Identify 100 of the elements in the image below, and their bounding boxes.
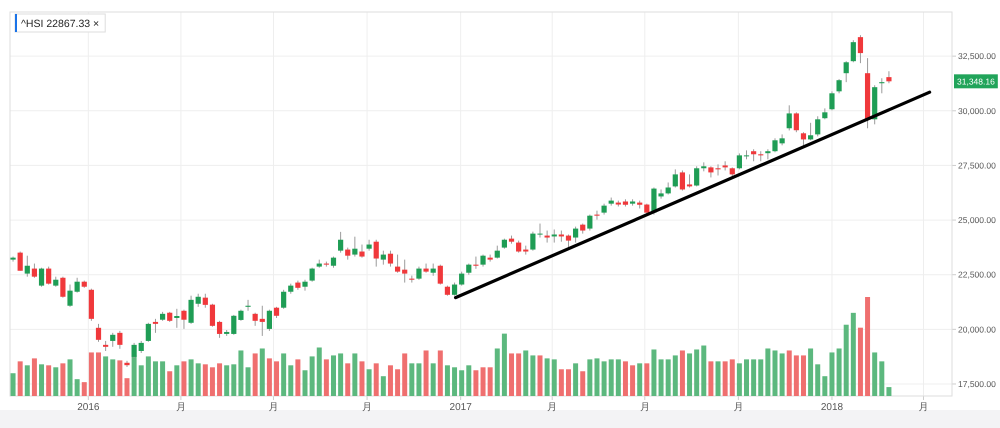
x-tick-label: 2016	[77, 402, 100, 413]
candlestick	[566, 234, 572, 248]
candlestick	[736, 152, 742, 170]
candlestick	[281, 289, 286, 310]
candlestick	[808, 122, 814, 141]
x-tick-label: 月	[268, 402, 278, 413]
candlestick	[822, 108, 828, 120]
bar	[608, 359, 614, 396]
candlestick	[452, 282, 458, 296]
candlestick	[394, 254, 400, 274]
candlestick	[266, 309, 272, 332]
bar	[430, 363, 436, 396]
bar	[630, 365, 636, 396]
candlestick	[288, 283, 294, 294]
bar	[722, 361, 728, 396]
candlestick	[53, 276, 58, 288]
x-tick-label: 月	[733, 402, 744, 413]
candlestick	[32, 263, 38, 278]
candlestick	[46, 266, 52, 286]
candlestick	[530, 231, 536, 252]
bar	[844, 324, 849, 396]
bar	[466, 365, 472, 396]
bar	[886, 387, 892, 396]
candlestick	[196, 293, 201, 308]
candlestick	[388, 250, 394, 268]
bar	[794, 355, 799, 396]
bar	[523, 350, 528, 396]
candlestick	[103, 340, 108, 352]
bar	[224, 365, 230, 396]
bar	[338, 353, 344, 396]
bar	[231, 364, 236, 396]
bar	[573, 363, 578, 396]
bar	[566, 369, 571, 396]
candlestick	[708, 166, 714, 178]
candlestick	[886, 70, 892, 84]
candlestick	[24, 255, 30, 278]
candlestick	[772, 138, 778, 153]
candlestick	[167, 311, 172, 322]
candlestick	[245, 299, 251, 312]
candlestick	[60, 276, 66, 298]
candlestick	[694, 166, 700, 187]
bar	[872, 352, 878, 396]
bar	[96, 352, 102, 396]
x-tick-label: 月	[176, 402, 186, 413]
candlestick	[680, 170, 686, 192]
candlestick	[188, 295, 194, 324]
candlestick	[658, 188, 664, 200]
candlestick	[302, 279, 308, 292]
bar	[637, 363, 642, 396]
bar	[708, 361, 714, 396]
candlestick	[666, 182, 671, 195]
bar	[772, 350, 778, 396]
bar	[409, 363, 414, 396]
bar	[765, 348, 770, 396]
bar	[552, 359, 557, 396]
bar	[502, 334, 507, 396]
bar	[473, 370, 478, 396]
bar	[18, 361, 23, 396]
bar	[310, 356, 315, 396]
candlestick	[345, 247, 350, 260]
bar	[288, 365, 294, 396]
bar	[730, 359, 735, 396]
candlestick	[210, 303, 216, 328]
bar	[217, 363, 222, 396]
candlestick	[858, 34, 864, 64]
candlestick	[836, 78, 842, 94]
bar	[238, 350, 244, 396]
y-tick-label: 32,500.00	[958, 51, 996, 62]
bar	[110, 359, 116, 396]
candlestick	[110, 332, 116, 348]
candlestick	[96, 323, 102, 342]
candlestick	[751, 148, 756, 162]
bar	[395, 369, 400, 396]
bar	[780, 353, 785, 396]
bar	[594, 358, 600, 396]
bar	[516, 353, 522, 396]
candlestick	[466, 263, 472, 276]
bar	[402, 353, 408, 396]
bar	[602, 361, 607, 396]
bar	[167, 371, 172, 396]
bar	[138, 365, 144, 396]
candlestick	[480, 254, 486, 268]
candlestick	[800, 132, 806, 146]
candlestick	[672, 168, 678, 188]
bar	[666, 359, 671, 396]
bar	[202, 364, 208, 396]
bar	[672, 355, 678, 396]
bar	[260, 348, 265, 396]
y-tick-label: 25,000.00	[958, 215, 996, 226]
bar	[74, 379, 80, 396]
x-tick-label: 月	[918, 402, 929, 413]
bar	[587, 359, 592, 396]
bar	[680, 350, 685, 396]
bar	[124, 378, 130, 396]
bar	[188, 359, 194, 396]
bar	[252, 353, 258, 396]
candlestick	[380, 250, 386, 266]
bar	[800, 355, 806, 396]
candlestick	[416, 266, 422, 280]
bar	[822, 376, 828, 396]
